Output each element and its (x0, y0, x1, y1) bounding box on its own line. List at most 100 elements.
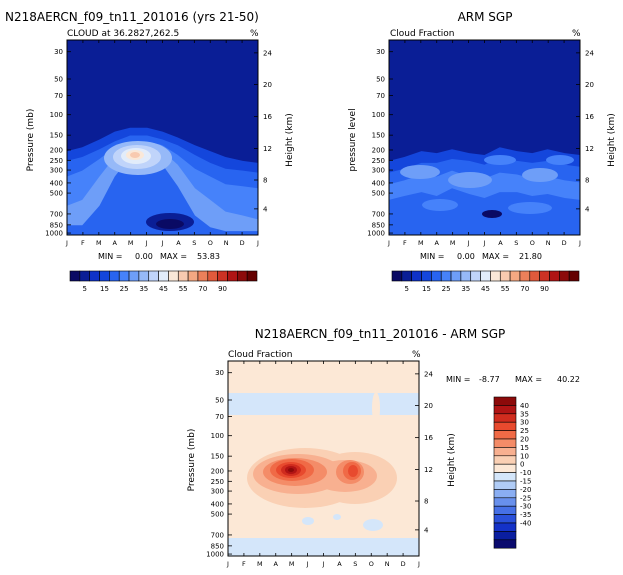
colorbar-swatch (499, 270, 511, 282)
colorbar-swatch (460, 270, 472, 282)
colorbar-swatch (493, 531, 517, 541)
x-tick-label: M (450, 239, 456, 247)
colorbar-swatch (217, 270, 228, 282)
pressure-tick-label: 500 (50, 190, 63, 198)
colorbar-tick-label: 15 (422, 285, 431, 293)
pressure-tick-label: 200 (50, 146, 63, 154)
x-tick-label: J (161, 239, 164, 247)
panel-obs-axes: J F M A M J J A S O N D J 30 50 70 100 150 200 250 300 400 500… (367, 40, 594, 247)
panel-model-units: % (250, 29, 259, 39)
pressure-tick-label: 1000 (206, 551, 224, 559)
pressure-tick-label: 400 (50, 179, 63, 187)
pressure-tick-label: 50 (376, 76, 385, 84)
contour-blob (508, 202, 552, 214)
colorbar-tick-label: -30 (520, 503, 531, 511)
colorbar-swatch (480, 270, 491, 282)
pressure-tick-label: 30 (376, 48, 385, 56)
x-tick-label: N (385, 560, 390, 568)
colorbar-swatch (493, 421, 517, 431)
x-tick-label: O (530, 239, 535, 247)
height-tick-label: 4 (424, 526, 429, 534)
pressure-tick-label: 500 (211, 511, 224, 519)
colorbar-tick-label: 35 (139, 285, 148, 293)
panel-obs-min-value: 0.00 (457, 252, 475, 261)
height-tick-label: 20 (585, 81, 594, 89)
x-tick-label: M (418, 239, 424, 247)
panel-diff: N218AERCN_f09_tn11_201016 - ARM SGP Clou… (187, 327, 580, 568)
pressure-tick-label: 850 (50, 221, 63, 229)
height-tick-label: 12 (585, 145, 594, 153)
pressure-tick-label: 150 (211, 453, 224, 461)
colorbar-swatch (568, 270, 580, 282)
pressure-tick-label: 50 (54, 76, 63, 84)
colorbar-swatch (509, 270, 521, 282)
colorbar-swatch (177, 270, 189, 282)
x-tick-label: J (256, 239, 259, 247)
colorbar-swatch (493, 480, 517, 490)
panel-diff-max-label: MAX = (515, 375, 542, 384)
colorbar-tick-label: 45 (481, 285, 490, 293)
panel-obs-max-label: MAX = (482, 252, 509, 261)
panel-model: N218AERCN_f09_tn11_201016 (yrs 21-50) CL… (5, 10, 295, 293)
colorbar-swatch (493, 514, 517, 524)
x-tick-label: A (274, 560, 279, 568)
colorbar-tick-label: -15 (520, 478, 531, 486)
pressure-tick-label: 70 (215, 413, 224, 421)
height-tick-label: 24 (585, 49, 594, 57)
colorbar-swatch (246, 270, 258, 282)
colorbar-tick-label: -20 (520, 486, 531, 494)
pressure-tick-label: 70 (376, 92, 385, 100)
x-tick-label: J (65, 239, 68, 247)
colorbar-tick-label: 55 (179, 285, 188, 293)
x-tick-label: J (226, 560, 229, 568)
colorbar-swatch (89, 270, 100, 282)
pressure-tick-label: 30 (215, 369, 224, 377)
pressure-tick-label: 250 (211, 478, 224, 486)
colorbar-swatch (493, 539, 517, 549)
colorbar-swatch (440, 270, 452, 282)
x-tick-label: S (192, 239, 196, 247)
colorbar-swatch (158, 270, 169, 282)
colorbar-swatch (109, 270, 120, 282)
x-tick-label: J (467, 239, 470, 247)
x-tick-label: F (403, 239, 407, 247)
pressure-tick-label: 500 (372, 190, 385, 198)
x-tick-label: J (483, 239, 486, 247)
colorbar-swatch (237, 270, 248, 282)
x-tick-label: A (337, 560, 342, 568)
colorbar-swatch (207, 270, 218, 282)
pressure-tick-label: 300 (211, 488, 224, 496)
colorbar-swatch (493, 396, 517, 406)
panel-obs-max-value: 21.80 (519, 252, 542, 261)
panel-diff-title: N218AERCN_f09_tn11_201016 - ARM SGP (255, 327, 505, 341)
panel-diff-axes: J F M A M J J A S O N D J 30 50 70 100 150 200 250 300 400 500… (206, 361, 433, 568)
pressure-tick-label: 100 (372, 111, 385, 119)
x-tick-label: N (546, 239, 551, 247)
colorbar-tick-label: 25 (120, 285, 129, 293)
colorbar-tick-label: 70 (198, 285, 207, 293)
panel-model-subtitle: CLOUD at 36.2827,262.5 (67, 29, 179, 39)
height-tick-label: 24 (263, 49, 272, 57)
pressure-tick-label: 200 (211, 467, 224, 475)
colorbar-swatch (493, 522, 517, 532)
x-tick-label: F (242, 560, 246, 568)
pressure-tick-label: 300 (372, 167, 385, 175)
panel-diff-min-label: MIN = (446, 375, 471, 384)
colorbar-tick-label: 5 (83, 285, 87, 293)
x-tick-label: A (498, 239, 503, 247)
contour-blob (546, 155, 574, 165)
panel-model-ylabel: Pressure (mb) (26, 109, 36, 172)
colorbar-swatch (470, 270, 481, 282)
contour-blob (348, 465, 358, 477)
contour-level (228, 393, 419, 415)
height-tick-label: 4 (263, 205, 268, 213)
colorbar-swatch (138, 270, 150, 282)
pressure-tick-label: 850 (372, 221, 385, 229)
colorbar-swatch (539, 270, 550, 282)
panel-obs-ylabel: pressure level (348, 108, 358, 171)
colorbar-swatch (128, 270, 140, 282)
contour-blob (484, 155, 516, 165)
panel-obs-contours (389, 147, 580, 235)
colorbar-swatch (493, 405, 517, 415)
